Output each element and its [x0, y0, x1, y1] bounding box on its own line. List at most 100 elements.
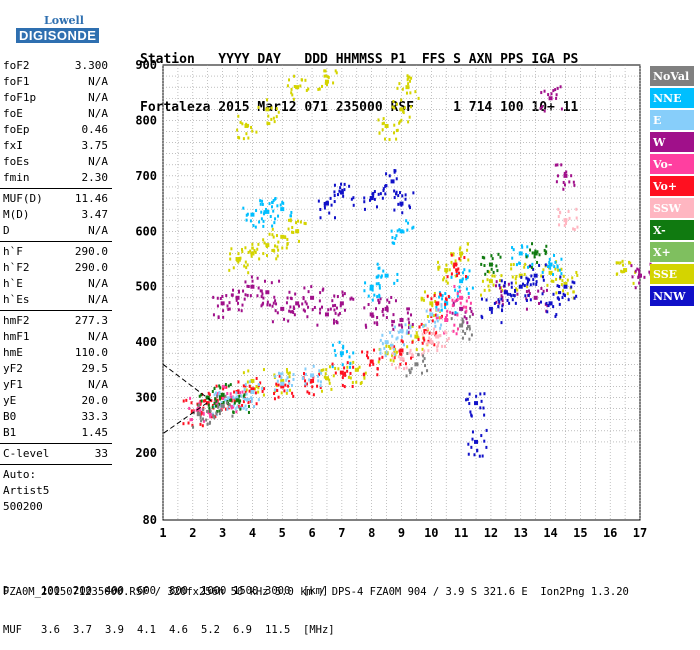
- data-point-e: [228, 396, 231, 400]
- data-point-vo: [239, 391, 242, 395]
- data-point-vo: [198, 401, 201, 405]
- data-point-sse: [407, 76, 410, 80]
- data-point-nne: [396, 272, 399, 276]
- data-point-vo: [237, 380, 240, 384]
- data-point-noval: [424, 364, 427, 368]
- data-point-nnw: [474, 439, 479, 444]
- data-point-noval: [212, 413, 215, 417]
- data-point-vo: [428, 331, 431, 335]
- data-point-nne: [382, 269, 385, 273]
- data-point-nnw: [399, 191, 402, 195]
- data-point-x: [220, 392, 225, 397]
- data-point-w: [516, 292, 519, 296]
- data-point-x: [536, 250, 539, 254]
- data-point-ssw: [391, 351, 394, 355]
- data-point-vo: [376, 373, 379, 377]
- data-point-nnw: [567, 298, 570, 302]
- data-point-sse: [299, 220, 302, 224]
- data-point-e: [424, 323, 427, 327]
- data-point-noval: [218, 412, 221, 416]
- data-point-vo: [211, 404, 214, 408]
- param-name: foEp: [3, 123, 30, 136]
- data-point-sse: [325, 368, 328, 372]
- data-point-sse: [272, 116, 275, 120]
- data-point-sse: [405, 85, 410, 90]
- data-point-noval: [422, 359, 425, 363]
- data-point-nne: [378, 293, 381, 297]
- data-point-sse: [245, 388, 248, 392]
- data-point-e: [219, 404, 222, 408]
- data-point-sse: [466, 242, 469, 246]
- x-tick-label: 2: [189, 526, 196, 540]
- data-point-nnw: [538, 263, 541, 267]
- data-point-sse: [322, 368, 325, 372]
- data-point-sse: [320, 389, 323, 393]
- data-point-sse: [414, 90, 417, 94]
- data-point-w: [542, 289, 545, 293]
- data-point-w: [304, 300, 307, 304]
- data-point-e: [409, 326, 412, 330]
- data-point-sse: [265, 253, 268, 257]
- data-point-ssw: [436, 349, 439, 353]
- data-point-sse: [615, 261, 618, 265]
- data-point-vo: [233, 399, 236, 403]
- data-point-sse: [229, 257, 232, 261]
- scale-value: 3.7: [73, 624, 92, 636]
- d-muf-scale: D 100 200 400 600 800 1000 1500 3000 [km] MUF 3.6 3…: [3, 559, 341, 650]
- data-point-nne: [246, 212, 249, 216]
- data-point-nne: [531, 262, 534, 266]
- data-point-sse: [303, 221, 306, 225]
- data-point-vo: [199, 410, 202, 414]
- data-point-vo: [200, 410, 203, 414]
- data-point-nnw: [343, 182, 346, 186]
- data-point-noval: [414, 362, 419, 367]
- data-point-nne: [518, 261, 521, 265]
- data-point-nnw: [323, 206, 326, 210]
- data-point-vo: [189, 396, 192, 400]
- data-point-x: [490, 254, 493, 258]
- data-point-nne: [441, 297, 444, 301]
- data-point-vo: [344, 373, 347, 377]
- data-point-nnw: [506, 292, 509, 296]
- data-point-vo: [436, 315, 439, 319]
- data-point-nnw: [529, 264, 532, 268]
- data-point-sse: [384, 137, 387, 141]
- data-point-sse: [292, 97, 295, 101]
- data-point-w: [399, 317, 404, 322]
- data-point-nne: [376, 275, 379, 279]
- data-point-w: [537, 289, 540, 293]
- data-point-w: [386, 305, 389, 309]
- data-point-w: [392, 327, 395, 331]
- param-value: 1.45: [81, 426, 109, 439]
- data-point-e: [248, 397, 251, 401]
- data-point-e: [217, 393, 220, 397]
- data-point-sse: [426, 315, 429, 319]
- data-point-sse: [244, 246, 247, 250]
- data-point-e: [245, 392, 248, 396]
- data-point-noval: [199, 415, 202, 419]
- data-point-x: [242, 394, 245, 398]
- data-point-noval: [202, 417, 205, 421]
- data-point-sse: [238, 258, 241, 262]
- data-point-vo: [351, 384, 354, 388]
- data-point-vo: [205, 401, 210, 406]
- data-point-w: [243, 297, 246, 301]
- data-point-sse: [431, 304, 434, 308]
- data-point-ssw: [421, 332, 424, 336]
- data-point-vo: [464, 275, 467, 279]
- data-point-w: [376, 315, 379, 319]
- data-point-e: [214, 391, 217, 395]
- data-point-sse: [407, 120, 410, 124]
- data-point-w: [411, 323, 414, 327]
- data-point-noval: [224, 394, 227, 398]
- data-point-vo: [469, 301, 472, 305]
- data-point-x: [545, 250, 548, 254]
- data-point-w: [318, 311, 321, 315]
- data-point-sse: [445, 263, 448, 267]
- data-point-sse: [381, 128, 384, 132]
- data-point-ssw: [392, 356, 395, 360]
- data-point-sse: [265, 107, 270, 112]
- data-point-w: [250, 284, 255, 289]
- data-point-e: [286, 376, 289, 380]
- data-point-nne: [373, 293, 376, 297]
